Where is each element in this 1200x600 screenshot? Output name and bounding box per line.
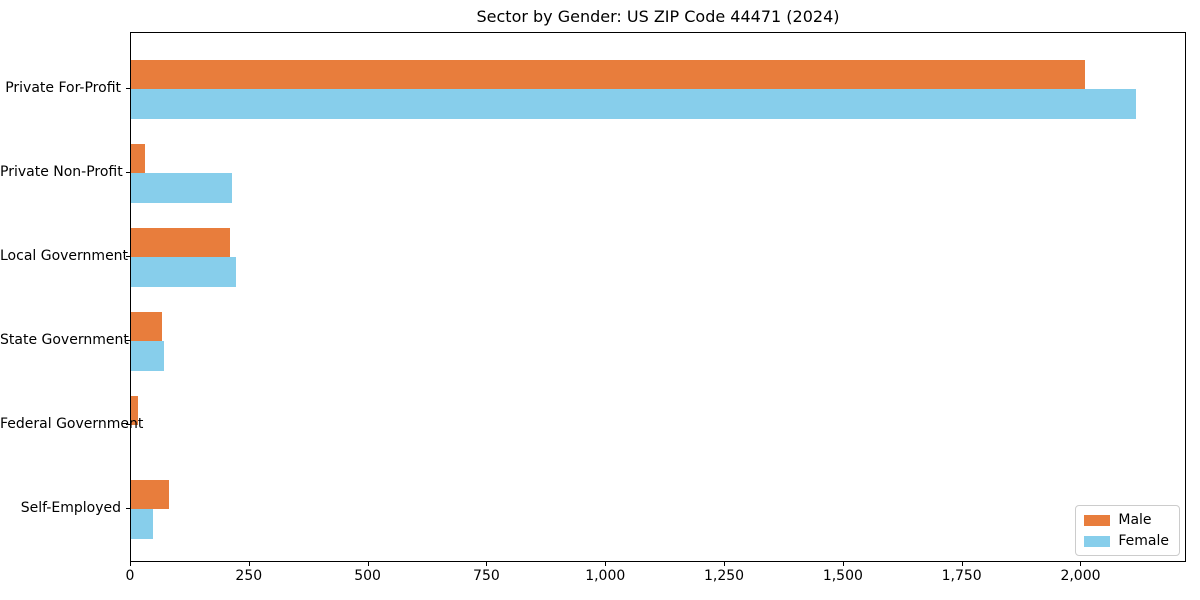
- x-tick-mark: [248, 562, 250, 566]
- bar-state-government-female: [131, 341, 165, 371]
- bar-self-employed-male: [131, 479, 170, 509]
- x-tick-label-1500: 1,500: [822, 568, 863, 584]
- legend-item-male: Male: [1084, 512, 1169, 528]
- x-tick-mark: [724, 562, 726, 566]
- legend: Male Female: [1075, 505, 1180, 556]
- x-tick-label-500: 500: [354, 568, 381, 584]
- legend-swatch-male-icon: [1084, 514, 1111, 526]
- x-tick-mark: [1080, 562, 1082, 566]
- y-tick-mark: [126, 88, 130, 89]
- y-tick-label-self-employed: Self-Employed: [20, 499, 121, 516]
- x-tick-label-1750: 1,750: [941, 568, 982, 584]
- y-tick-mark: [126, 256, 130, 257]
- bar-private-non-profit-male: [131, 143, 146, 173]
- x-tick-mark: [367, 562, 369, 566]
- bar-private-for-profit-female: [131, 89, 1137, 119]
- legend-label-female: Female: [1118, 533, 1169, 549]
- plot-area: Male Female: [130, 32, 1186, 562]
- x-tick-mark: [130, 562, 131, 566]
- bar-private-for-profit-male: [131, 59, 1086, 89]
- bar-private-non-profit-female: [131, 173, 233, 203]
- bar-local-government-female: [131, 257, 236, 287]
- legend-item-female: Female: [1084, 533, 1169, 549]
- bar-local-government-male: [131, 227, 230, 257]
- x-tick-label-1000: 1,000: [585, 568, 626, 584]
- x-tick-mark: [961, 562, 963, 566]
- y-tick-label-federal-government: Federal Government: [0, 415, 144, 432]
- y-tick-label-private-non-profit: Private Non-Profit: [0, 163, 123, 180]
- y-tick-mark: [126, 424, 130, 425]
- x-tick-label-750: 750: [473, 568, 500, 584]
- x-tick-label-1250: 1,250: [704, 568, 745, 584]
- chart-title: Sector by Gender: US ZIP Code 44471 (202…: [476, 7, 840, 26]
- legend-label-male: Male: [1118, 512, 1152, 528]
- bar-federal-government-male: [131, 395, 139, 425]
- x-tick-label-0: 0: [125, 568, 135, 584]
- y-tick-label-state-government: State Government: [0, 331, 129, 348]
- y-tick-label-local-government: Local Government: [0, 247, 129, 264]
- y-tick-mark: [126, 172, 130, 173]
- legend-swatch-female-icon: [1084, 535, 1111, 547]
- x-tick-label-250: 250: [235, 568, 263, 584]
- y-tick-mark: [126, 508, 130, 509]
- x-tick-mark: [605, 562, 607, 566]
- x-tick-mark: [486, 562, 488, 566]
- bar-self-employed-female: [131, 509, 154, 539]
- x-tick-mark: [842, 562, 844, 566]
- bar-state-government-male: [131, 311, 162, 341]
- y-tick-mark: [126, 340, 130, 341]
- x-tick-label-2000: 2,000: [1060, 568, 1101, 584]
- y-tick-label-private-for-profit: Private For-Profit: [5, 79, 121, 96]
